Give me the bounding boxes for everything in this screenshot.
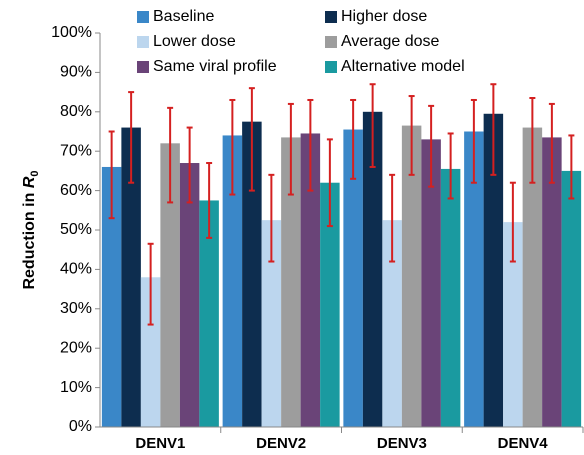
legend-label: Same viral profile [153, 58, 277, 75]
error-bar [369, 83, 376, 168]
error-bar [447, 132, 454, 200]
error-bar [568, 134, 575, 200]
legend-label: Lower dose [153, 33, 236, 50]
bar [261, 220, 282, 427]
error-bar [206, 162, 213, 239]
error-bar [470, 98, 477, 184]
y-label-text: Reduction in [21, 193, 38, 290]
legend-label: Average dose [341, 33, 440, 50]
bar [343, 129, 363, 427]
error-bar [529, 97, 536, 184]
legend-swatch [137, 36, 149, 48]
x-tick-label: DENV1 [135, 435, 185, 452]
bar [440, 168, 461, 427]
bar [101, 166, 122, 427]
bar [121, 127, 141, 427]
y-label-symbol: R [21, 176, 38, 188]
bar [281, 137, 301, 427]
error-bar [147, 242, 154, 326]
error-bar [490, 83, 497, 176]
legend-swatch [325, 36, 337, 48]
bar [382, 220, 402, 427]
y-tick-label: 100% [51, 24, 92, 41]
error-bar [428, 104, 435, 188]
bar [300, 133, 321, 427]
bar [140, 277, 161, 427]
y-tick-label: 60% [60, 182, 92, 199]
legend-swatch [325, 61, 337, 73]
y-tick-label: 20% [60, 339, 92, 356]
bar [522, 127, 543, 427]
bar [199, 200, 219, 427]
y-tick-label: 50% [60, 221, 92, 238]
legend-swatch [325, 11, 337, 23]
error-bar [350, 98, 357, 180]
y-axis-label: Reduction in R0 [21, 170, 41, 289]
y-tick-label: 10% [60, 379, 92, 396]
error-bar [128, 91, 135, 184]
x-tick-label: DENV4 [498, 435, 549, 452]
bar [362, 111, 383, 428]
error-bar [389, 173, 396, 263]
bar [242, 121, 262, 428]
error-bar [307, 98, 314, 192]
y-tick-label: 90% [60, 64, 92, 81]
y-tick-label: 30% [60, 300, 92, 317]
error-bar [186, 126, 193, 204]
x-tick-label: DENV2 [256, 435, 306, 452]
error-bar [167, 106, 174, 204]
error-bar [248, 87, 255, 192]
error-bar [408, 95, 415, 176]
error-bar [287, 102, 294, 196]
error-bar [268, 173, 275, 263]
error-bar [509, 181, 516, 263]
bar [464, 131, 484, 427]
bar [320, 182, 340, 427]
y-tick-label: 80% [60, 103, 92, 120]
error-bar [108, 130, 115, 220]
bar [160, 143, 180, 427]
bar [421, 139, 441, 427]
legend-label: Baseline [153, 8, 214, 25]
legend-swatch [137, 11, 149, 23]
bar [483, 113, 504, 428]
error-bar [229, 98, 236, 196]
error-bar [326, 138, 333, 228]
bar [561, 170, 582, 427]
bar [179, 163, 200, 427]
y-tick-label: 40% [60, 261, 92, 278]
legend-label: Higher dose [341, 8, 427, 25]
bar [401, 125, 422, 427]
y-tick-label: 70% [60, 142, 92, 159]
bar [503, 222, 523, 427]
legend-swatch [137, 61, 149, 73]
bar [542, 137, 562, 427]
x-tick-label: DENV3 [377, 435, 427, 452]
error-bar [548, 102, 555, 184]
bar [222, 135, 243, 427]
y-tick-label: 0% [69, 418, 92, 435]
y-label-subscript: 0 [29, 170, 41, 176]
legend-label: Alternative model [341, 58, 465, 75]
